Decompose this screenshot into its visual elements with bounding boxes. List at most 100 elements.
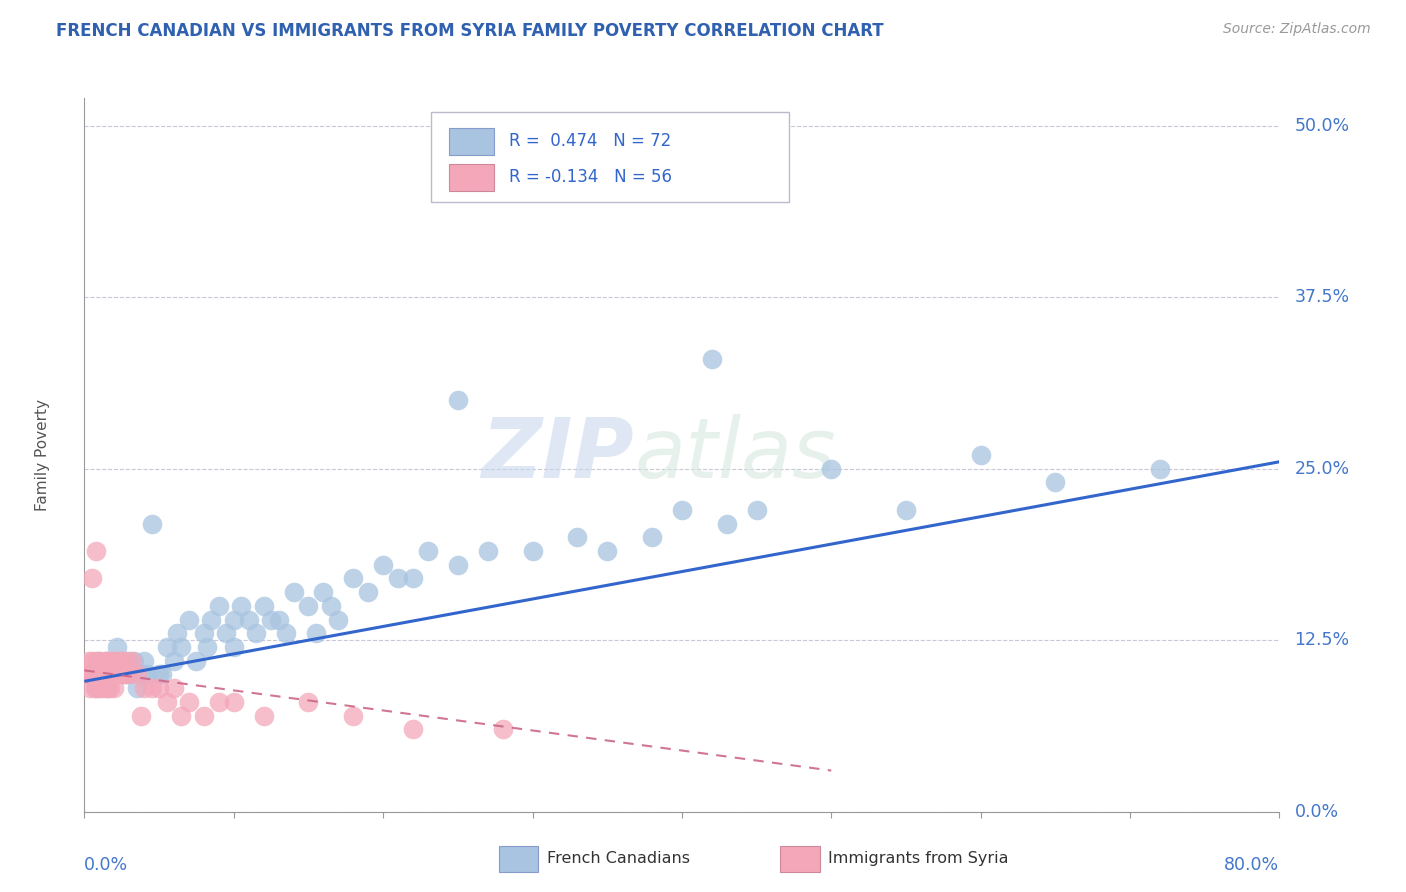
Point (82, 667, 104, 681)
Point (567, 530, 589, 544)
Point (105, 667, 128, 681)
Point (641, 530, 664, 544)
Point (215, 626, 238, 640)
Point (253, 708, 276, 723)
Text: French Canadians: French Canadians (547, 852, 690, 866)
Point (136, 667, 159, 681)
Point (86, 667, 108, 681)
Point (101, 667, 124, 681)
Point (177, 695, 200, 709)
Text: 0.0%: 0.0% (1295, 803, 1339, 821)
Point (231, 599, 253, 613)
Point (970, 448, 993, 462)
Point (115, 667, 138, 681)
Point (80, 667, 103, 681)
Point (103, 667, 125, 681)
Point (328, 613, 350, 627)
Point (103, 681, 125, 696)
Point (100, 667, 122, 681)
Point (111, 654, 134, 668)
Point (416, 544, 439, 558)
Text: ZIP: ZIP (481, 415, 634, 495)
Point (96, 667, 118, 681)
FancyBboxPatch shape (430, 112, 790, 202)
Point (118, 667, 141, 681)
Point (477, 544, 499, 558)
Text: R =  0.474   N = 72: R = 0.474 N = 72 (509, 132, 671, 150)
Point (357, 585, 380, 599)
Point (177, 613, 200, 627)
Point (97, 667, 120, 681)
Point (447, 558, 470, 572)
Text: 0.0%: 0.0% (84, 855, 128, 873)
Text: Immigrants from Syria: Immigrants from Syria (828, 852, 1008, 866)
FancyBboxPatch shape (449, 128, 495, 155)
Point (89, 654, 111, 668)
Point (208, 695, 231, 709)
Point (402, 723, 425, 737)
Point (447, 392, 470, 407)
Point (170, 640, 193, 654)
Point (283, 585, 305, 599)
Point (121, 654, 143, 668)
Point (129, 708, 152, 723)
Point (522, 544, 544, 558)
Point (132, 654, 156, 668)
Point (80, 667, 103, 681)
Point (141, 681, 163, 696)
Point (155, 640, 177, 654)
Point (91, 681, 114, 696)
Point (387, 571, 409, 585)
Point (305, 626, 328, 640)
Point (111, 654, 134, 668)
Point (100, 654, 122, 668)
FancyBboxPatch shape (449, 164, 495, 191)
Point (596, 544, 619, 558)
Point (93, 667, 115, 681)
Point (820, 461, 842, 475)
Point (155, 695, 177, 709)
Point (319, 599, 342, 613)
Text: atlas: atlas (634, 415, 835, 495)
Point (103, 654, 125, 668)
Point (115, 654, 138, 668)
Point (86, 544, 108, 558)
Point (105, 640, 128, 654)
Text: FRENCH CANADIAN VS IMMIGRANTS FROM SYRIA FAMILY POVERTY CORRELATION CHART: FRENCH CANADIAN VS IMMIGRANTS FROM SYRIA… (56, 22, 884, 40)
Point (371, 558, 394, 572)
Point (148, 681, 170, 696)
Point (73, 667, 96, 681)
Point (260, 613, 283, 627)
Point (122, 654, 145, 668)
Point (1149, 461, 1171, 475)
Point (107, 654, 129, 668)
Point (342, 708, 364, 723)
Point (163, 654, 186, 668)
Point (141, 516, 163, 531)
Point (132, 681, 156, 696)
Point (103, 654, 125, 668)
Point (89, 681, 111, 696)
Point (80, 571, 103, 585)
Point (186, 654, 208, 668)
Point (492, 723, 515, 737)
Text: 50.0%: 50.0% (1295, 117, 1350, 135)
Point (222, 640, 245, 654)
Point (222, 613, 245, 627)
Point (716, 516, 738, 531)
Point (193, 708, 215, 723)
Point (125, 667, 148, 681)
Point (745, 503, 768, 517)
Point (89, 654, 111, 668)
Point (193, 626, 215, 640)
Point (700, 351, 723, 366)
Point (671, 503, 693, 517)
Point (150, 667, 173, 681)
Point (87, 667, 110, 681)
Point (96, 681, 118, 696)
Point (166, 626, 188, 640)
Point (297, 695, 319, 709)
Point (98, 681, 121, 696)
Point (253, 599, 276, 613)
Point (114, 667, 136, 681)
